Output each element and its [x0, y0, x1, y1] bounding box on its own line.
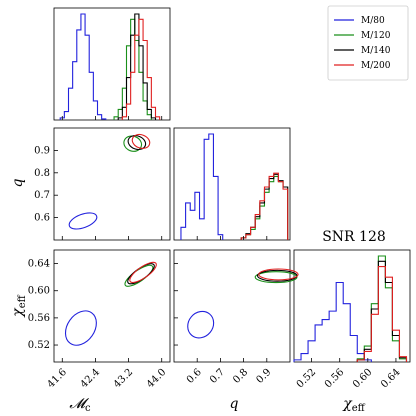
y-tick-label: 0.64 — [28, 259, 50, 270]
x-axis-label-mc: 𝓜c — [69, 396, 91, 414]
x-axis-label-mc-sub: c — [85, 403, 91, 414]
contour-panel-1-2 — [173, 249, 291, 363]
histogram-m80-p1 — [180, 133, 224, 240]
x-tick-label: 44.0 — [145, 367, 169, 391]
x-tick-label: 42.4 — [79, 367, 103, 391]
y-tick-label: 0.56 — [28, 313, 50, 324]
contour-panel-0-2 — [53, 249, 171, 363]
histogram-m140-p1 — [240, 173, 289, 240]
contour-m200-p02 — [129, 261, 157, 284]
x-tick-label: 41.6 — [45, 367, 69, 391]
x-axis-label-chi-sub: eff — [352, 403, 366, 414]
x-tick-label: 0.60 — [351, 367, 375, 391]
x-tick-label: 0.8 — [231, 367, 250, 386]
contour-m80-p01 — [68, 212, 98, 230]
histogram-m200-p2 — [356, 266, 408, 362]
x-tick-label: 0.7 — [208, 367, 227, 386]
histogram-m80-p2 — [293, 281, 372, 362]
contour-m120-p01 — [123, 135, 143, 152]
legend-label-m120: M/120 — [361, 31, 391, 41]
y-axis-label-chi-sub: eff — [17, 294, 28, 308]
y-axis-label-chi-symbol: χ — [10, 307, 26, 318]
y-tick-label: 0.8 — [34, 168, 50, 179]
x-tick-label: 0.64 — [379, 367, 403, 391]
y-axis-label-q: q — [10, 178, 26, 187]
y-tick-label: 0.60 — [28, 286, 50, 297]
y-tick-label: 0.6 — [34, 213, 50, 224]
contour-m140-p02 — [127, 263, 155, 285]
y-tick-label: 0.7 — [34, 190, 50, 201]
contour-m200-p01 — [131, 133, 151, 149]
legend-label-m80: M/80 — [361, 16, 385, 26]
y-tick-label: 0.52 — [28, 340, 50, 351]
x-axis-label-chi: χeff — [342, 396, 365, 414]
histogram-m80-p0 — [59, 13, 107, 120]
contour-panel-0-1 — [53, 127, 171, 241]
contour-m120-p02 — [124, 264, 154, 287]
x-axis-label-mc-symbol: 𝓜 — [69, 396, 89, 412]
x-tick-label: 0.52 — [295, 367, 319, 391]
legend: M/80 M/120 M/140 M/200 — [327, 5, 409, 81]
x-tick-label: 43.2 — [112, 367, 136, 391]
x-axis-label-chi-symbol: χ — [342, 396, 353, 412]
y-tick-label: 0.9 — [34, 145, 50, 156]
x-tick-label: 0.9 — [254, 367, 273, 386]
contour-m80-p12 — [187, 310, 215, 339]
x-tick-label: 0.6 — [185, 367, 204, 386]
histogram-m120-p0 — [113, 18, 152, 120]
contour-m200-p12 — [258, 268, 299, 281]
x-tick-label: 0.56 — [323, 367, 347, 391]
marginal-panel-1 — [173, 127, 291, 241]
histogram-m200-p1 — [240, 172, 289, 240]
legend-label-m200: M/200 — [361, 61, 391, 71]
contour-m140-p01 — [127, 135, 147, 151]
histogram-m200-p0 — [121, 18, 161, 120]
legend-label-m140: M/140 — [361, 46, 391, 56]
x-axis-label-q: q — [230, 396, 239, 412]
contour-m80-p02 — [64, 310, 97, 346]
marginal-panel-0 — [53, 7, 171, 121]
chart-title: SNR 128 — [322, 229, 386, 245]
histogram-m140-p0 — [117, 13, 157, 120]
histogram-m120-p1 — [240, 175, 289, 240]
y-axis-label-chi: χeff — [10, 294, 28, 317]
marginal-panel-2 — [293, 249, 411, 363]
